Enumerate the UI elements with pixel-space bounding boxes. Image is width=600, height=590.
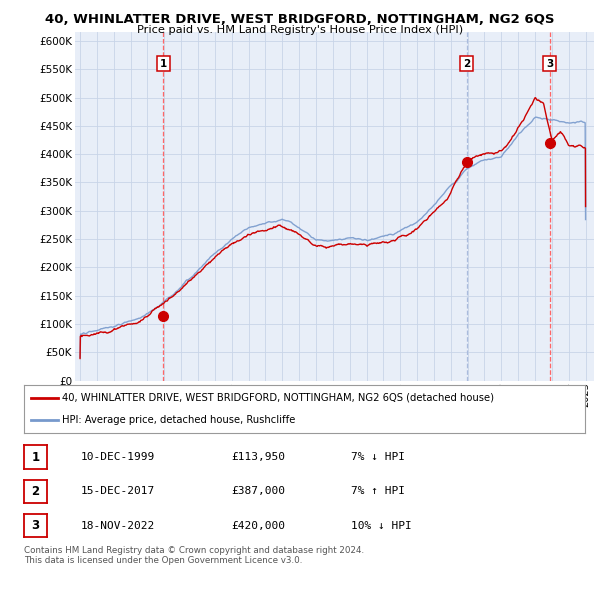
- Text: 40, WHINLATTER DRIVE, WEST BRIDGFORD, NOTTINGHAM, NG2 6QS (detached house): 40, WHINLATTER DRIVE, WEST BRIDGFORD, NO…: [62, 393, 494, 403]
- Text: 1: 1: [160, 58, 167, 68]
- Text: 1: 1: [31, 451, 40, 464]
- Text: 7% ↓ HPI: 7% ↓ HPI: [351, 453, 405, 462]
- Text: 15-DEC-2017: 15-DEC-2017: [81, 487, 155, 496]
- Text: £420,000: £420,000: [231, 521, 285, 530]
- Text: 3: 3: [31, 519, 40, 532]
- Text: £113,950: £113,950: [231, 453, 285, 462]
- Text: 10-DEC-1999: 10-DEC-1999: [81, 453, 155, 462]
- Text: 3: 3: [546, 58, 553, 68]
- Text: Contains HM Land Registry data © Crown copyright and database right 2024.
This d: Contains HM Land Registry data © Crown c…: [24, 546, 364, 565]
- Text: Price paid vs. HM Land Registry's House Price Index (HPI): Price paid vs. HM Land Registry's House …: [137, 25, 463, 35]
- Text: 40, WHINLATTER DRIVE, WEST BRIDGFORD, NOTTINGHAM, NG2 6QS: 40, WHINLATTER DRIVE, WEST BRIDGFORD, NO…: [45, 13, 555, 26]
- Text: 7% ↑ HPI: 7% ↑ HPI: [351, 487, 405, 496]
- Text: 18-NOV-2022: 18-NOV-2022: [81, 521, 155, 530]
- Text: 10% ↓ HPI: 10% ↓ HPI: [351, 521, 412, 530]
- Text: 2: 2: [463, 58, 470, 68]
- Text: HPI: Average price, detached house, Rushcliffe: HPI: Average price, detached house, Rush…: [62, 415, 296, 425]
- Text: £387,000: £387,000: [231, 487, 285, 496]
- Text: 2: 2: [31, 485, 40, 498]
